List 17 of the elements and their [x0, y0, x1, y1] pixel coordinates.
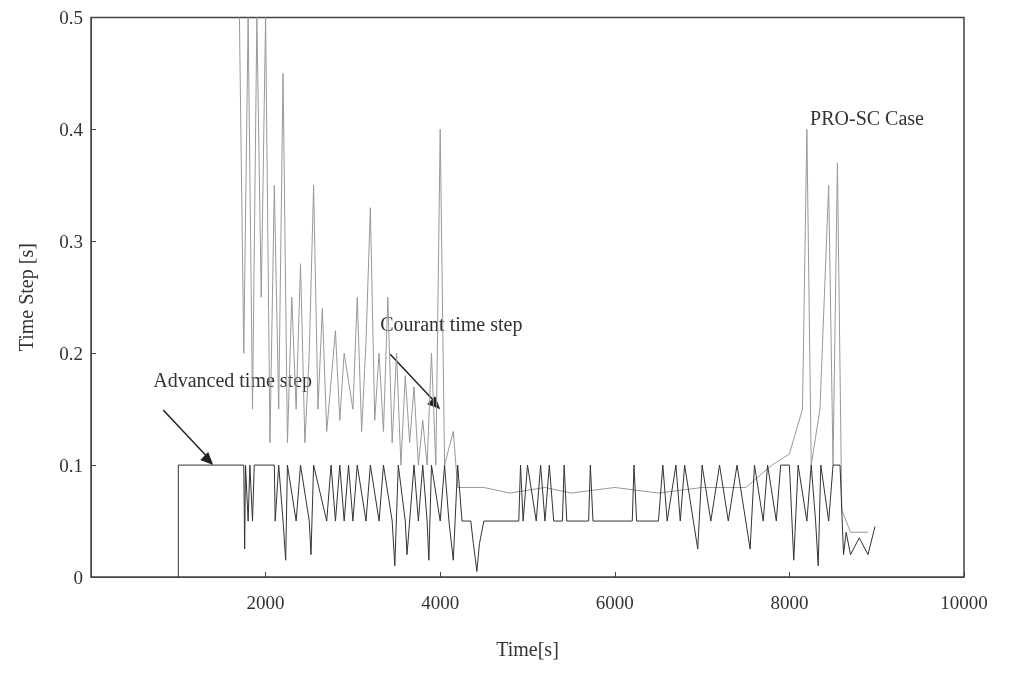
- y-tick-label: 0.5: [59, 7, 83, 28]
- x-tick-label: 10000: [940, 592, 988, 613]
- x-axis-title: Time[s]: [496, 638, 559, 660]
- line-series: [177, 464, 876, 578]
- y-tick-label: 0.1: [59, 454, 83, 476]
- y-axis-title: Time Step [s]: [15, 243, 38, 352]
- y-tick-label: 0.2: [59, 342, 83, 364]
- y-tick-label: 0.3: [59, 230, 83, 252]
- x-tick-label: 6000: [595, 592, 634, 613]
- y-tick-label: 0.4: [59, 118, 84, 140]
- annotation: Advanced time step: [153, 369, 313, 393]
- x-tick-label: 2000: [246, 592, 285, 613]
- x-tick-label: 4000: [421, 592, 460, 613]
- x-tick-label: 8000: [770, 592, 809, 613]
- y-tick-label: 0: [73, 566, 83, 588]
- annotation: PRO-SC Case: [810, 107, 925, 129]
- annotation: Courant time step: [380, 313, 523, 337]
